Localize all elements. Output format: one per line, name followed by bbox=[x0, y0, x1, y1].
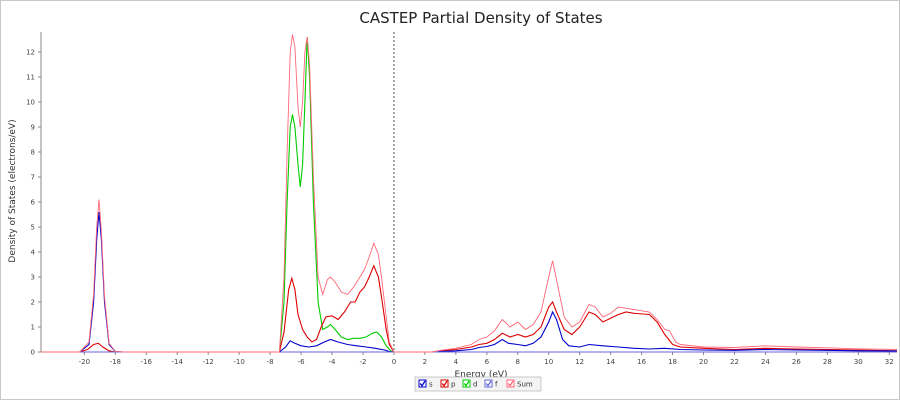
y-tick-label: 8 bbox=[31, 149, 35, 157]
series-line-d bbox=[41, 36, 897, 353]
x-tick-label: 22 bbox=[730, 358, 739, 366]
x-tick-label: 24 bbox=[761, 358, 770, 366]
x-tick-label: -8 bbox=[267, 358, 274, 366]
chart-title: CASTEP Partial Density of States bbox=[359, 9, 602, 27]
x-tick-label: 10 bbox=[544, 358, 553, 366]
legend-label-f: f bbox=[495, 381, 498, 389]
legend-label-sum: Sum bbox=[517, 381, 533, 389]
check-icon bbox=[507, 380, 514, 387]
legend-label-p: p bbox=[451, 381, 456, 389]
x-tick-label: 20 bbox=[699, 358, 708, 366]
check-icon bbox=[485, 380, 492, 387]
y-axis-label: Density of States (electrons/eV) bbox=[8, 119, 18, 262]
series-line-p bbox=[41, 264, 898, 353]
x-tick-label: 28 bbox=[823, 358, 832, 366]
legend-checkbox-sum[interactable] bbox=[506, 379, 515, 388]
y-tick-label: 11 bbox=[26, 74, 35, 82]
y-tick-label: 3 bbox=[31, 274, 35, 282]
x-tick-label: 6 bbox=[485, 358, 490, 366]
x-tick-label: -20 bbox=[79, 358, 90, 366]
legend-label-s: s bbox=[429, 381, 433, 389]
legend: s p d f Sum bbox=[414, 376, 542, 392]
x-tick-label: 14 bbox=[606, 358, 615, 366]
x-tick-label: -12 bbox=[202, 358, 213, 366]
y-tick-label: 12 bbox=[26, 49, 35, 57]
y-tick-label: 1 bbox=[31, 324, 35, 332]
legend-checkbox-d[interactable] bbox=[462, 379, 471, 388]
x-tick-label: 8 bbox=[516, 358, 520, 366]
y-tick-label: 10 bbox=[26, 99, 35, 107]
x-tick-label: 12 bbox=[575, 358, 584, 366]
x-tick-label: -16 bbox=[141, 358, 153, 366]
x-axis-label: Energy (eV) bbox=[454, 370, 507, 380]
y-tick-label: 0 bbox=[31, 349, 35, 357]
x-tick-label: -18 bbox=[110, 358, 121, 366]
x-tick-label: 32 bbox=[885, 358, 894, 366]
x-tick-label: 2 bbox=[423, 358, 427, 366]
y-tick-label: 5 bbox=[31, 224, 35, 232]
x-tick-label: -4 bbox=[329, 358, 337, 366]
x-tick-label: -2 bbox=[359, 358, 366, 366]
y-tick-label: 4 bbox=[31, 249, 36, 257]
legend-checkbox-p[interactable] bbox=[440, 379, 449, 388]
x-tick-label: 30 bbox=[854, 358, 863, 366]
legend-checkbox-s[interactable] bbox=[418, 379, 427, 388]
x-tick-label: -10 bbox=[233, 358, 244, 366]
check-icon bbox=[463, 380, 470, 387]
legend-label-d: d bbox=[473, 381, 477, 389]
check-icon bbox=[419, 380, 426, 387]
y-tick-label: 6 bbox=[31, 199, 36, 207]
x-tick-label: 18 bbox=[668, 358, 677, 366]
check-icon bbox=[441, 380, 448, 387]
y-tick-label: 7 bbox=[31, 174, 35, 182]
x-tick-label: 0 bbox=[392, 358, 396, 366]
legend-checkbox-f[interactable] bbox=[484, 379, 493, 388]
x-tick-label: 16 bbox=[637, 358, 646, 366]
x-tick-label: 26 bbox=[792, 358, 801, 366]
y-tick-label: 2 bbox=[31, 299, 35, 307]
series-line-s bbox=[41, 211, 898, 353]
x-tick-label: -6 bbox=[298, 358, 306, 366]
x-tick-label: 4 bbox=[454, 358, 459, 366]
y-tick-label: 9 bbox=[31, 124, 35, 132]
x-tick-label: -14 bbox=[171, 358, 183, 366]
series-line-sum bbox=[41, 34, 898, 353]
